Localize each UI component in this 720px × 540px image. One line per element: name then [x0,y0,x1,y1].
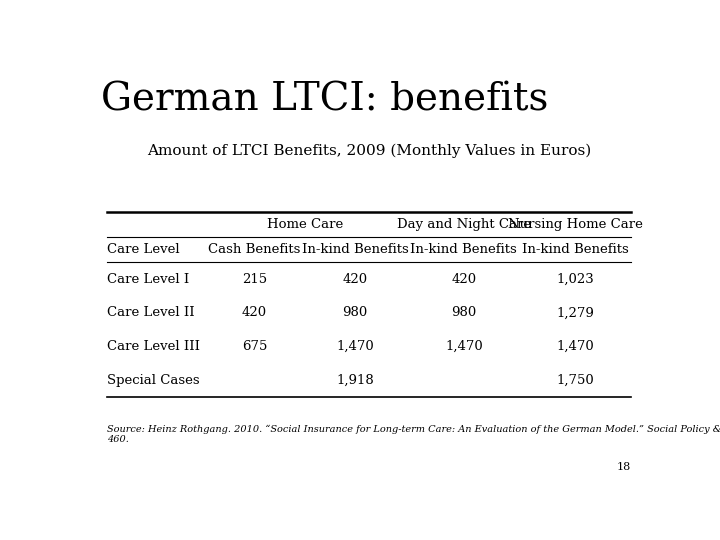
Text: In-kind Benefits: In-kind Benefits [302,244,408,256]
Text: Source: Heinz Rothgang. 2010. “Social Insurance for Long-term Care: An Evaluatio: Source: Heinz Rothgang. 2010. “Social In… [107,424,720,444]
Text: Amount of LTCI Benefits, 2009 (Monthly Values in Euros): Amount of LTCI Benefits, 2009 (Monthly V… [147,144,591,158]
Text: 1,470: 1,470 [557,340,594,353]
Text: 1,023: 1,023 [557,273,594,286]
Text: In-kind Benefits: In-kind Benefits [522,244,629,256]
Text: 675: 675 [242,340,267,353]
Text: Care Level III: Care Level III [107,340,199,353]
Text: In-kind Benefits: In-kind Benefits [410,244,517,256]
Text: Care Level I: Care Level I [107,273,189,286]
Text: 1,470: 1,470 [445,340,482,353]
Text: 1,918: 1,918 [336,374,374,387]
Text: 1,470: 1,470 [336,340,374,353]
Text: 420: 420 [451,273,477,286]
Text: 980: 980 [343,307,368,320]
Text: Cash Benefits: Cash Benefits [208,244,301,256]
Text: 420: 420 [343,273,368,286]
Text: 18: 18 [617,462,631,472]
Text: Home Care: Home Care [266,218,343,231]
Text: 1,279: 1,279 [557,307,595,320]
Text: 420: 420 [242,307,267,320]
Text: Care Level: Care Level [107,244,179,256]
Text: Nursing Home Care: Nursing Home Care [508,218,643,231]
Text: 215: 215 [242,273,267,286]
Text: 1,750: 1,750 [557,374,594,387]
Text: Day and Night Care: Day and Night Care [397,218,531,231]
Text: German LTCI: benefits: German LTCI: benefits [101,82,549,118]
Text: Special Cases: Special Cases [107,374,199,387]
Text: 980: 980 [451,307,477,320]
Text: Care Level II: Care Level II [107,307,194,320]
